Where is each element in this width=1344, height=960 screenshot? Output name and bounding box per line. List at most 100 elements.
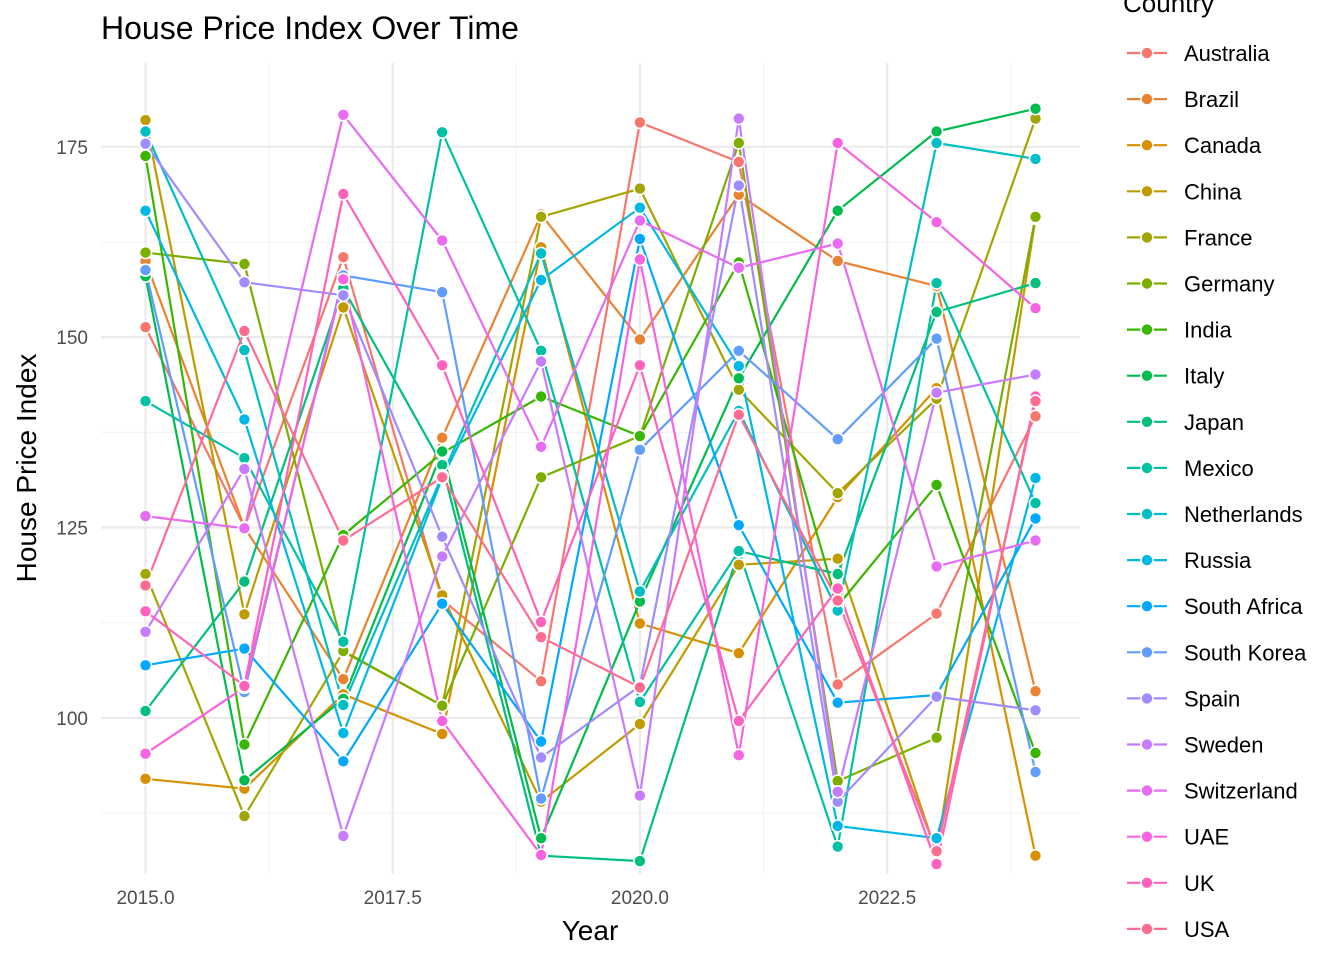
data-point-switzerland [534,439,548,454]
data-point-south-korea [1028,765,1043,779]
data-point-australia [534,674,548,689]
legend-label: UK [1184,871,1215,896]
data-point-south-korea [929,331,944,346]
data-point-south-africa [237,641,252,656]
legend-key-point [1140,691,1154,706]
legend-label: Netherlands [1184,502,1303,527]
data-point-australia [929,606,944,621]
legend-key-point [1140,737,1154,752]
legend-key-point [1140,783,1154,798]
data-point-mexico [633,695,647,709]
series-line-spain [144,143,1036,803]
legend-item-spain: Spain [1127,686,1240,711]
data-point-canada [1028,848,1043,863]
y-tick-label: 150 [56,328,88,349]
data-point-spain [336,288,351,303]
legend-label: South Korea [1184,640,1307,665]
data-point-russia [336,726,351,740]
x-tick-label: 2017.5 [364,888,422,909]
data-point-netherlands [336,698,351,712]
data-point-russia [633,200,647,215]
data-point-mexico [830,839,845,854]
data-point-sweden [1028,367,1043,382]
data-point-uae [633,252,647,267]
data-point-usa [633,680,647,695]
data-point-japan [929,305,944,319]
legend-key-point [1140,461,1154,475]
data-point-china [138,113,153,127]
data-point-switzerland [435,233,450,248]
data-point-australia [336,250,351,265]
series-line-russia [144,206,1037,840]
data-point-uk [435,358,450,373]
data-point-switzerland [1028,533,1043,548]
x-tick-label: 2020.0 [611,888,669,909]
data-point-uk [830,581,845,596]
legend-key-point [1140,322,1154,337]
data-point-australia [830,677,845,692]
data-point-canada [138,771,153,786]
legend-key-point [1140,138,1154,152]
legend-label: Russia [1184,548,1252,573]
data-point-mexico [138,394,153,408]
data-point-uk [138,604,153,619]
data-point-spain [435,529,450,544]
data-point-uk [633,358,647,373]
data-point-uae [1028,301,1043,316]
legend-label: Canada [1184,133,1262,158]
data-point-australia [1028,409,1043,424]
legend-label: Italy [1184,364,1224,389]
data-point-china [336,300,351,315]
data-point-mexico [1028,496,1043,510]
data-point-italy [237,773,252,788]
data-point-mexico [435,125,450,140]
data-point-japan [237,574,252,589]
legend-item-uk: UK [1127,871,1215,896]
legend-key-point [1140,92,1154,106]
legend-item-netherlands: Netherlands [1127,502,1303,527]
x-axis-title: Year [562,915,619,946]
series-lines [144,107,1037,866]
data-point-china [731,557,746,572]
data-point-south-africa [633,232,647,246]
data-point-france [731,382,746,397]
data-point-south-africa [731,518,746,533]
data-point-brazil [633,332,647,347]
data-point-australia [138,320,153,335]
series-layer [138,101,1043,871]
data-point-china [633,717,647,731]
data-point-italy [435,444,450,459]
data-point-switzerland [336,108,351,122]
data-point-mexico [731,544,746,558]
legend-item-switzerland: Switzerland [1127,779,1298,804]
data-point-uae [435,714,450,728]
data-point-spain [534,750,548,765]
data-point-france [830,486,845,501]
data-point-japan [138,704,153,718]
data-point-netherlands [1028,152,1043,166]
legend-key-point [1140,230,1154,245]
data-point-usa [929,844,944,859]
legend-label: Australia [1184,41,1270,66]
data-point-russia [830,819,845,833]
data-point-usa [138,578,153,593]
data-point-sweden [929,385,944,400]
data-point-sweden [731,111,746,126]
legend-label: India [1184,318,1232,343]
data-point-uk [731,714,746,728]
data-point-switzerland [830,236,845,251]
data-point-switzerland [731,260,746,275]
y-axis-ticks: 100 125 150 175 [56,138,88,730]
legend-item-russia: Russia [1127,548,1252,573]
data-point-usa [336,533,351,548]
data-point-south-africa [435,596,450,611]
data-point-sweden [237,462,252,476]
data-point-india [138,149,153,163]
data-point-switzerland [138,509,153,523]
data-point-france [534,210,548,224]
y-axis-title: House Price Index [11,354,42,583]
data-point-uae [336,272,351,287]
data-point-russia [731,359,746,373]
data-point-brazil [336,672,351,686]
data-point-india [633,429,647,443]
